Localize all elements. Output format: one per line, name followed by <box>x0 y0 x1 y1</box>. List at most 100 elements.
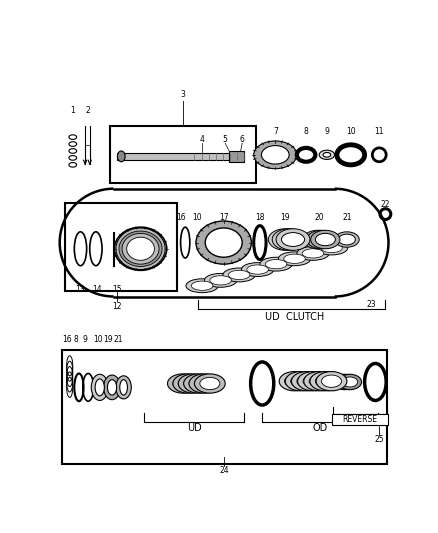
Text: 9: 9 <box>83 335 88 344</box>
Ellipse shape <box>339 374 361 390</box>
Text: 5: 5 <box>223 135 228 144</box>
Ellipse shape <box>186 279 218 293</box>
Ellipse shape <box>268 229 302 251</box>
Text: 22: 22 <box>381 200 390 209</box>
Text: 21: 21 <box>113 335 123 344</box>
Ellipse shape <box>119 231 162 266</box>
Ellipse shape <box>316 372 347 391</box>
Text: UD  CLUTCH: UD CLUTCH <box>265 311 324 321</box>
Ellipse shape <box>311 230 340 249</box>
Ellipse shape <box>291 372 322 391</box>
Text: 4: 4 <box>200 135 205 144</box>
Text: 7: 7 <box>273 127 278 136</box>
Ellipse shape <box>261 146 289 164</box>
Ellipse shape <box>285 372 316 391</box>
Ellipse shape <box>311 233 332 246</box>
Ellipse shape <box>223 268 255 282</box>
Ellipse shape <box>247 265 268 274</box>
Bar <box>117 152 244 160</box>
Ellipse shape <box>196 221 251 264</box>
Ellipse shape <box>321 375 342 387</box>
Ellipse shape <box>333 374 356 390</box>
Ellipse shape <box>337 377 352 387</box>
Ellipse shape <box>103 375 120 400</box>
Ellipse shape <box>205 273 237 287</box>
Ellipse shape <box>315 375 336 387</box>
Ellipse shape <box>272 229 306 251</box>
Text: 1: 1 <box>71 106 75 115</box>
Ellipse shape <box>307 230 336 249</box>
Ellipse shape <box>116 376 131 399</box>
Ellipse shape <box>189 377 209 390</box>
Bar <box>62 350 387 464</box>
Ellipse shape <box>117 151 125 161</box>
Ellipse shape <box>276 229 310 251</box>
Text: 13: 13 <box>76 285 85 294</box>
Text: 8: 8 <box>304 127 308 136</box>
Ellipse shape <box>303 230 332 249</box>
Text: 24: 24 <box>220 466 229 475</box>
Bar <box>332 414 389 425</box>
Bar <box>65 203 177 291</box>
Ellipse shape <box>173 374 204 393</box>
Text: 10: 10 <box>192 213 201 222</box>
Ellipse shape <box>279 252 311 265</box>
Ellipse shape <box>298 372 328 391</box>
Ellipse shape <box>254 141 297 168</box>
Text: 11: 11 <box>374 127 384 136</box>
Ellipse shape <box>107 379 117 395</box>
Text: 6: 6 <box>240 135 244 144</box>
Ellipse shape <box>194 374 225 393</box>
Ellipse shape <box>167 374 198 393</box>
Text: 14: 14 <box>92 285 102 294</box>
Text: 19: 19 <box>280 213 290 222</box>
Ellipse shape <box>303 375 323 387</box>
Text: 16: 16 <box>176 213 185 222</box>
Text: 9: 9 <box>325 127 329 136</box>
Text: OD: OD <box>312 423 328 433</box>
Text: REVERSE: REVERSE <box>343 415 378 424</box>
Text: 8: 8 <box>74 335 78 344</box>
Text: 12: 12 <box>113 302 122 311</box>
Text: 16: 16 <box>63 335 72 344</box>
Ellipse shape <box>173 377 193 390</box>
Ellipse shape <box>210 276 231 285</box>
Ellipse shape <box>274 232 297 246</box>
Text: 17: 17 <box>219 213 229 222</box>
Ellipse shape <box>323 152 331 157</box>
Text: 19: 19 <box>103 335 113 344</box>
Ellipse shape <box>315 233 336 246</box>
Ellipse shape <box>304 372 335 391</box>
Ellipse shape <box>342 377 358 387</box>
Ellipse shape <box>184 377 204 390</box>
Ellipse shape <box>321 244 342 253</box>
Text: 15: 15 <box>113 285 122 294</box>
Ellipse shape <box>122 233 159 264</box>
Text: 20: 20 <box>314 213 324 222</box>
Ellipse shape <box>120 379 127 395</box>
Ellipse shape <box>297 246 329 260</box>
Ellipse shape <box>282 232 304 246</box>
Ellipse shape <box>279 372 310 391</box>
Ellipse shape <box>285 375 304 387</box>
Ellipse shape <box>307 233 328 246</box>
Bar <box>110 126 256 183</box>
Ellipse shape <box>124 232 158 265</box>
Ellipse shape <box>95 379 104 396</box>
Text: 3: 3 <box>180 90 185 99</box>
Ellipse shape <box>116 228 165 270</box>
Text: 18: 18 <box>255 213 265 222</box>
Ellipse shape <box>310 372 341 391</box>
Ellipse shape <box>278 232 301 246</box>
Ellipse shape <box>127 237 155 260</box>
Ellipse shape <box>205 228 242 257</box>
Ellipse shape <box>194 377 215 390</box>
Text: UD: UD <box>187 423 202 433</box>
Bar <box>229 151 244 161</box>
Ellipse shape <box>315 241 348 255</box>
Ellipse shape <box>184 374 215 393</box>
Ellipse shape <box>291 375 311 387</box>
Ellipse shape <box>260 257 292 271</box>
Ellipse shape <box>302 249 324 258</box>
Ellipse shape <box>297 375 317 387</box>
